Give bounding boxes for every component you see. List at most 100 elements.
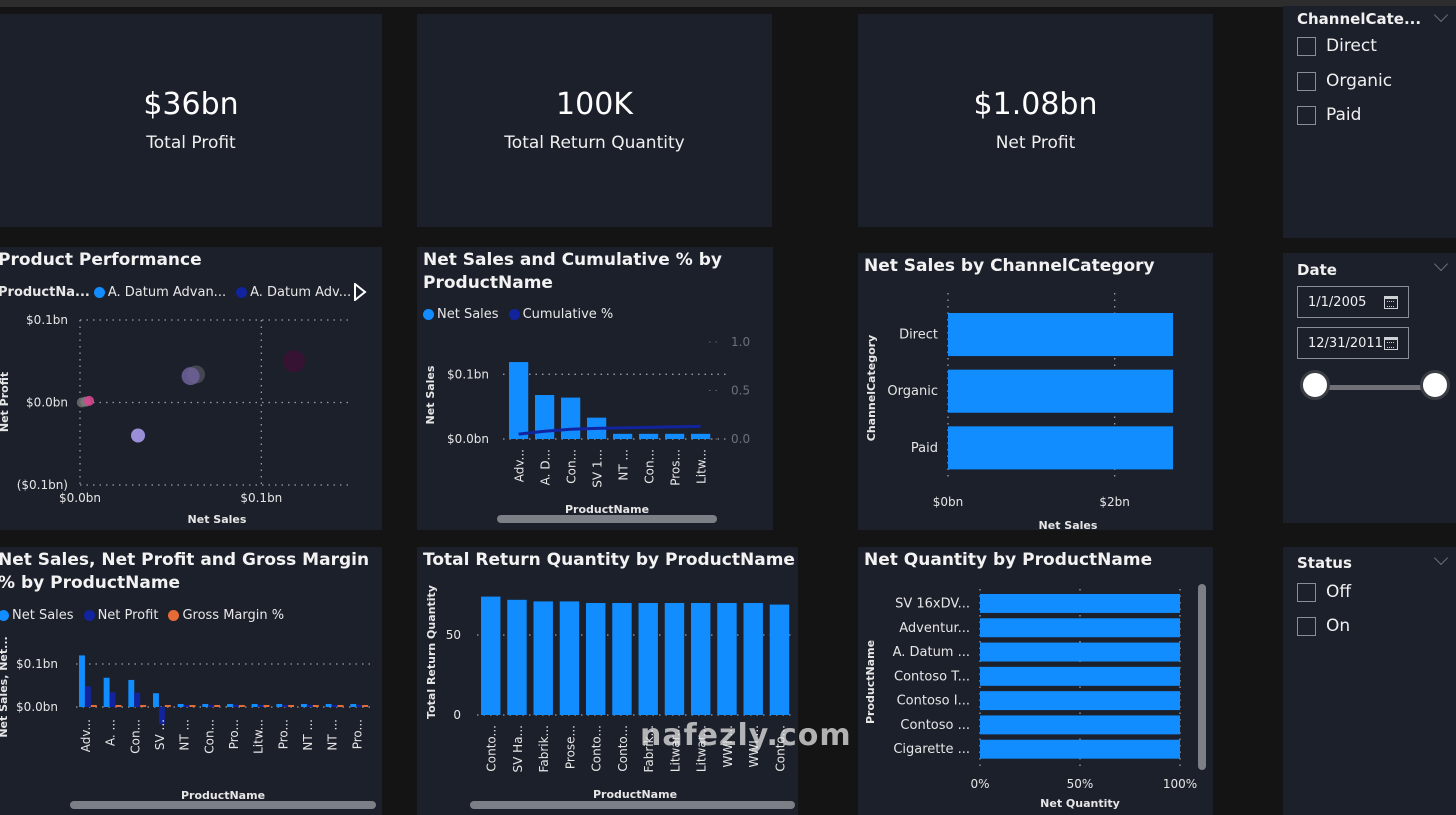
bar — [183, 705, 190, 707]
kpi-card-total-profit[interactable]: $36bn Total Profit — [0, 14, 382, 227]
bar — [337, 705, 344, 707]
slicer-option-paid[interactable]: Paid — [1297, 105, 1361, 125]
checkbox[interactable] — [1297, 71, 1316, 91]
checkbox[interactable] — [1297, 582, 1316, 602]
total-return-quantity-visual[interactable]: Total Return Quantity by ProductName 0 50… — [417, 547, 798, 815]
bar — [301, 703, 307, 707]
x-tick-label: 100% — [1163, 777, 1197, 791]
bar — [232, 705, 239, 707]
start-date-input[interactable]: 1/1/2005 — [1297, 286, 1409, 318]
bar — [535, 395, 555, 439]
y-tick-label: Cigarette ... — [893, 742, 970, 757]
bar — [177, 703, 184, 707]
legend-dot-icon — [423, 309, 434, 320]
x-tick-label: SV Ha... — [511, 725, 525, 772]
bar — [980, 691, 1180, 711]
date-range-slider-track[interactable] — [1315, 385, 1435, 390]
y-tick-label: Direct — [899, 328, 938, 343]
channel-category-slicer[interactable]: ChannelCate... Direct Organic Paid — [1283, 6, 1456, 238]
x-tick-label: Litw... — [252, 719, 266, 754]
slicer-option-direct[interactable]: Direct — [1297, 36, 1377, 56]
checkbox[interactable] — [1297, 36, 1316, 56]
bar — [980, 715, 1180, 735]
legend-title: ProductNa... — [0, 285, 90, 300]
pareto-chart: $0.1bn $0.0bn 0.0 0.5 1.0 Net Sales Adv... A. D… — [424, 335, 750, 516]
bar — [980, 642, 1180, 662]
chevron-down-icon[interactable] — [1433, 550, 1449, 566]
slicer-option-organic[interactable]: Organic — [1297, 71, 1392, 91]
checkbox[interactable] — [1297, 105, 1316, 125]
legend-item[interactable]: A. Datum Advan... — [93, 285, 226, 300]
kpi-card-total-return-quantity[interactable]: 100K Total Return Quantity — [417, 14, 772, 227]
bar — [717, 603, 737, 715]
horizontal-scrollbar[interactable] — [70, 801, 376, 809]
date-slider-end-handle[interactable] — [1420, 370, 1450, 400]
y-tick-label: Organic — [887, 384, 938, 399]
slicer-option-off[interactable]: Off — [1297, 582, 1351, 602]
bar — [214, 705, 221, 707]
x-tick-label: NT ... — [617, 449, 631, 481]
y2-tick-label: 0.0 — [731, 432, 750, 446]
scatter-point — [131, 428, 146, 443]
y-tick-label: Adventur... — [899, 621, 970, 636]
option-label: Off — [1326, 582, 1352, 602]
x-tick-label: SV ... — [153, 719, 167, 750]
bar — [306, 705, 313, 707]
date-slider-start-handle[interactable] — [1300, 370, 1330, 400]
legend-item[interactable]: Net Sales — [0, 608, 74, 623]
x-tick-label: $0.0bn — [59, 491, 101, 505]
x-tick-label: WWI ... — [721, 725, 735, 768]
legend-item[interactable]: Cumulative % — [508, 307, 614, 322]
bar — [948, 313, 1173, 357]
legend-dot-icon — [0, 610, 9, 621]
chart-title: Net Sales, Net Profit and Gross Margin %… — [0, 550, 370, 593]
status-slicer[interactable]: Status Off On — [1283, 547, 1456, 815]
calendar-icon[interactable] — [1384, 336, 1398, 350]
net-quantity-visual[interactable]: Net Quantity by ProductName 0% 50% 100% SV … — [858, 547, 1213, 815]
bar — [257, 705, 264, 707]
checkbox[interactable] — [1297, 616, 1316, 636]
legend-label: Net Sales — [437, 307, 499, 322]
product-performance-visual[interactable]: Product Performance ProductNa... A. Datu… — [0, 247, 382, 530]
vertical-scrollbar[interactable] — [1198, 584, 1206, 770]
bar — [238, 705, 245, 707]
y-tick-label: $0.1bn — [16, 657, 58, 671]
x-tick-label: Pros... — [669, 449, 683, 486]
bar — [586, 603, 606, 715]
option-label: Paid — [1326, 105, 1362, 125]
x-tick-label: Con... — [202, 719, 216, 754]
bar — [743, 603, 763, 715]
kpi-value: $36bn — [143, 87, 239, 122]
chevron-down-icon[interactable] — [1433, 256, 1449, 272]
legend-item[interactable]: Gross Margin % — [168, 608, 284, 623]
date-slicer[interactable]: Date 1/1/2005 12/31/2011 — [1283, 253, 1456, 523]
y-tick-label: $0.1bn — [26, 313, 68, 327]
calendar-icon[interactable] — [1384, 295, 1398, 309]
horizontal-scrollbar[interactable] — [470, 801, 795, 809]
y-axis-title: Net Sales — [424, 365, 437, 424]
sales-profit-margin-visual[interactable]: Net Sales, Net Profit and Gross Margin %… — [0, 547, 382, 815]
kpi-card-net-profit[interactable]: $1.08bn Net Profit — [858, 14, 1213, 227]
legend-item[interactable]: Net Profit — [83, 608, 159, 623]
slicer-option-on[interactable]: On — [1297, 616, 1350, 636]
bar — [109, 692, 116, 707]
legend-label: Cumulative % — [522, 307, 614, 322]
y-tick-label: $0.1bn — [447, 367, 489, 381]
option-label: Organic — [1326, 71, 1393, 91]
legend-item[interactable]: A. Datum Adv... — [236, 285, 351, 300]
chart-title: Net Sales and Cumulative % by ProductNam… — [423, 250, 722, 293]
bar — [208, 705, 215, 707]
legend-next-arrow-icon[interactable] — [353, 283, 367, 301]
end-date-input[interactable]: 12/31/2011 — [1297, 327, 1409, 359]
net-sales-channel-visual[interactable]: Net Sales by ChannelCategory $0bn $2bn Dir… — [858, 253, 1213, 530]
bar — [312, 705, 319, 707]
legend-item[interactable]: Net Sales — [423, 307, 499, 322]
x-tick-label: NT ... — [326, 719, 340, 751]
bar — [189, 705, 196, 707]
horizontal-scrollbar[interactable] — [497, 515, 717, 523]
legend-label: Net Profit — [97, 608, 159, 623]
chevron-down-icon[interactable] — [1433, 7, 1449, 23]
bar — [153, 693, 159, 707]
net-sales-cumulative-visual[interactable]: Net Sales and Cumulative % by ProductNam… — [417, 247, 773, 530]
slicer-title: Date — [1297, 261, 1337, 279]
